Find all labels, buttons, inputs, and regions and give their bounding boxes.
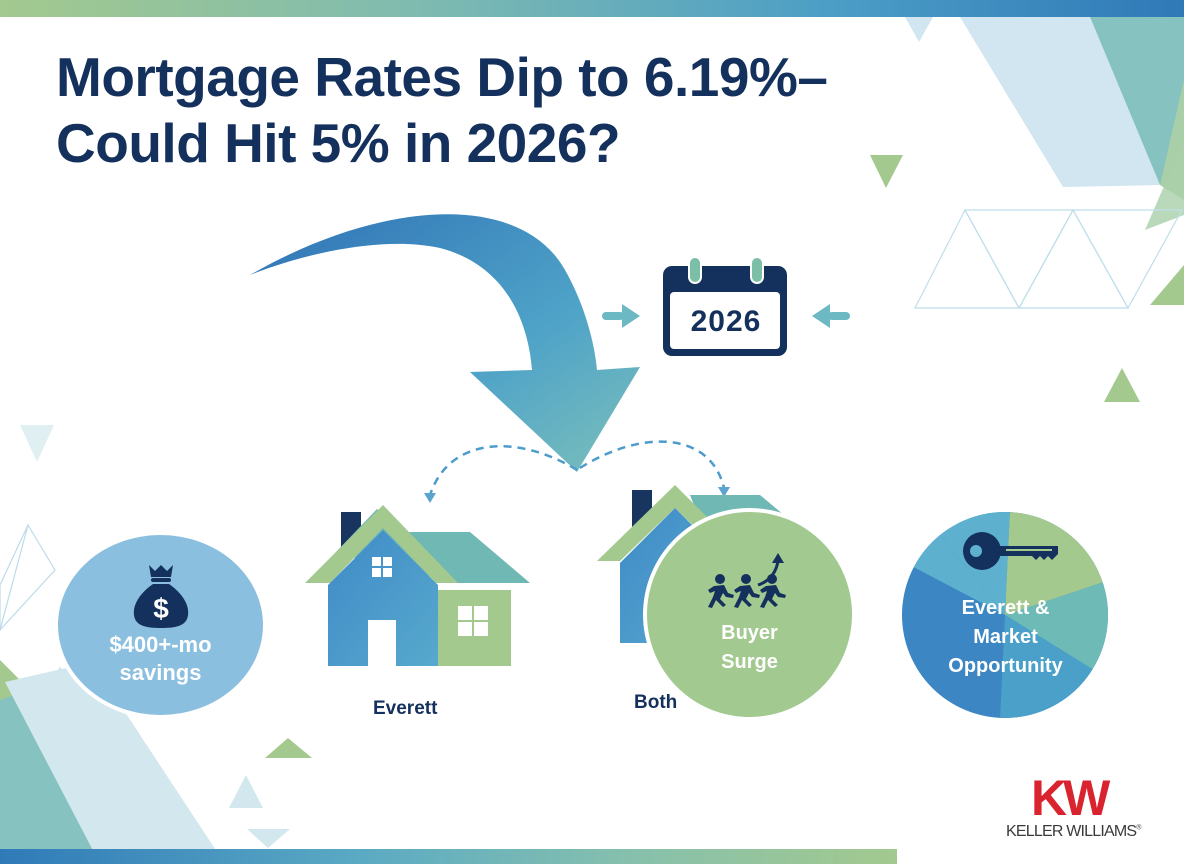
- top-accent-bar: [0, 0, 1184, 17]
- page-title: Mortgage Rates Dip to 6.19%– Could Hit 5…: [56, 44, 1016, 176]
- caption-everett: Everett: [373, 698, 438, 719]
- title-line-1: Mortgage Rates Dip to 6.19%–: [56, 46, 828, 108]
- bottom-accent-bar: [0, 849, 897, 864]
- market-opportunity-label: Everett & Market Opportunity: [948, 597, 1063, 677]
- house-icon-everett: [305, 505, 530, 666]
- key-icon: [963, 532, 1058, 570]
- buyer-surge-circle: Buyer Surge: [647, 512, 852, 717]
- svg-text:$: $: [153, 593, 169, 624]
- calendar-icon: [663, 256, 787, 356]
- title-line-2: Could Hit 5% in 2026?: [56, 112, 621, 174]
- money-bag-icon: $: [133, 565, 188, 628]
- keller-williams-logo-mark: KW: [1031, 770, 1110, 826]
- keller-williams-wordmark: KELLER WILLIAMS®: [1006, 823, 1142, 840]
- caption-both: Both: [634, 692, 678, 713]
- savings-circle: $ $400+-mo savings: [58, 535, 263, 715]
- savings-label: $400+-mo savings: [109, 632, 212, 685]
- buyer-surge-label: Buyer Surge: [721, 621, 778, 673]
- calendar-year: 2026: [690, 305, 762, 338]
- running-buyers-icon: [707, 552, 786, 608]
